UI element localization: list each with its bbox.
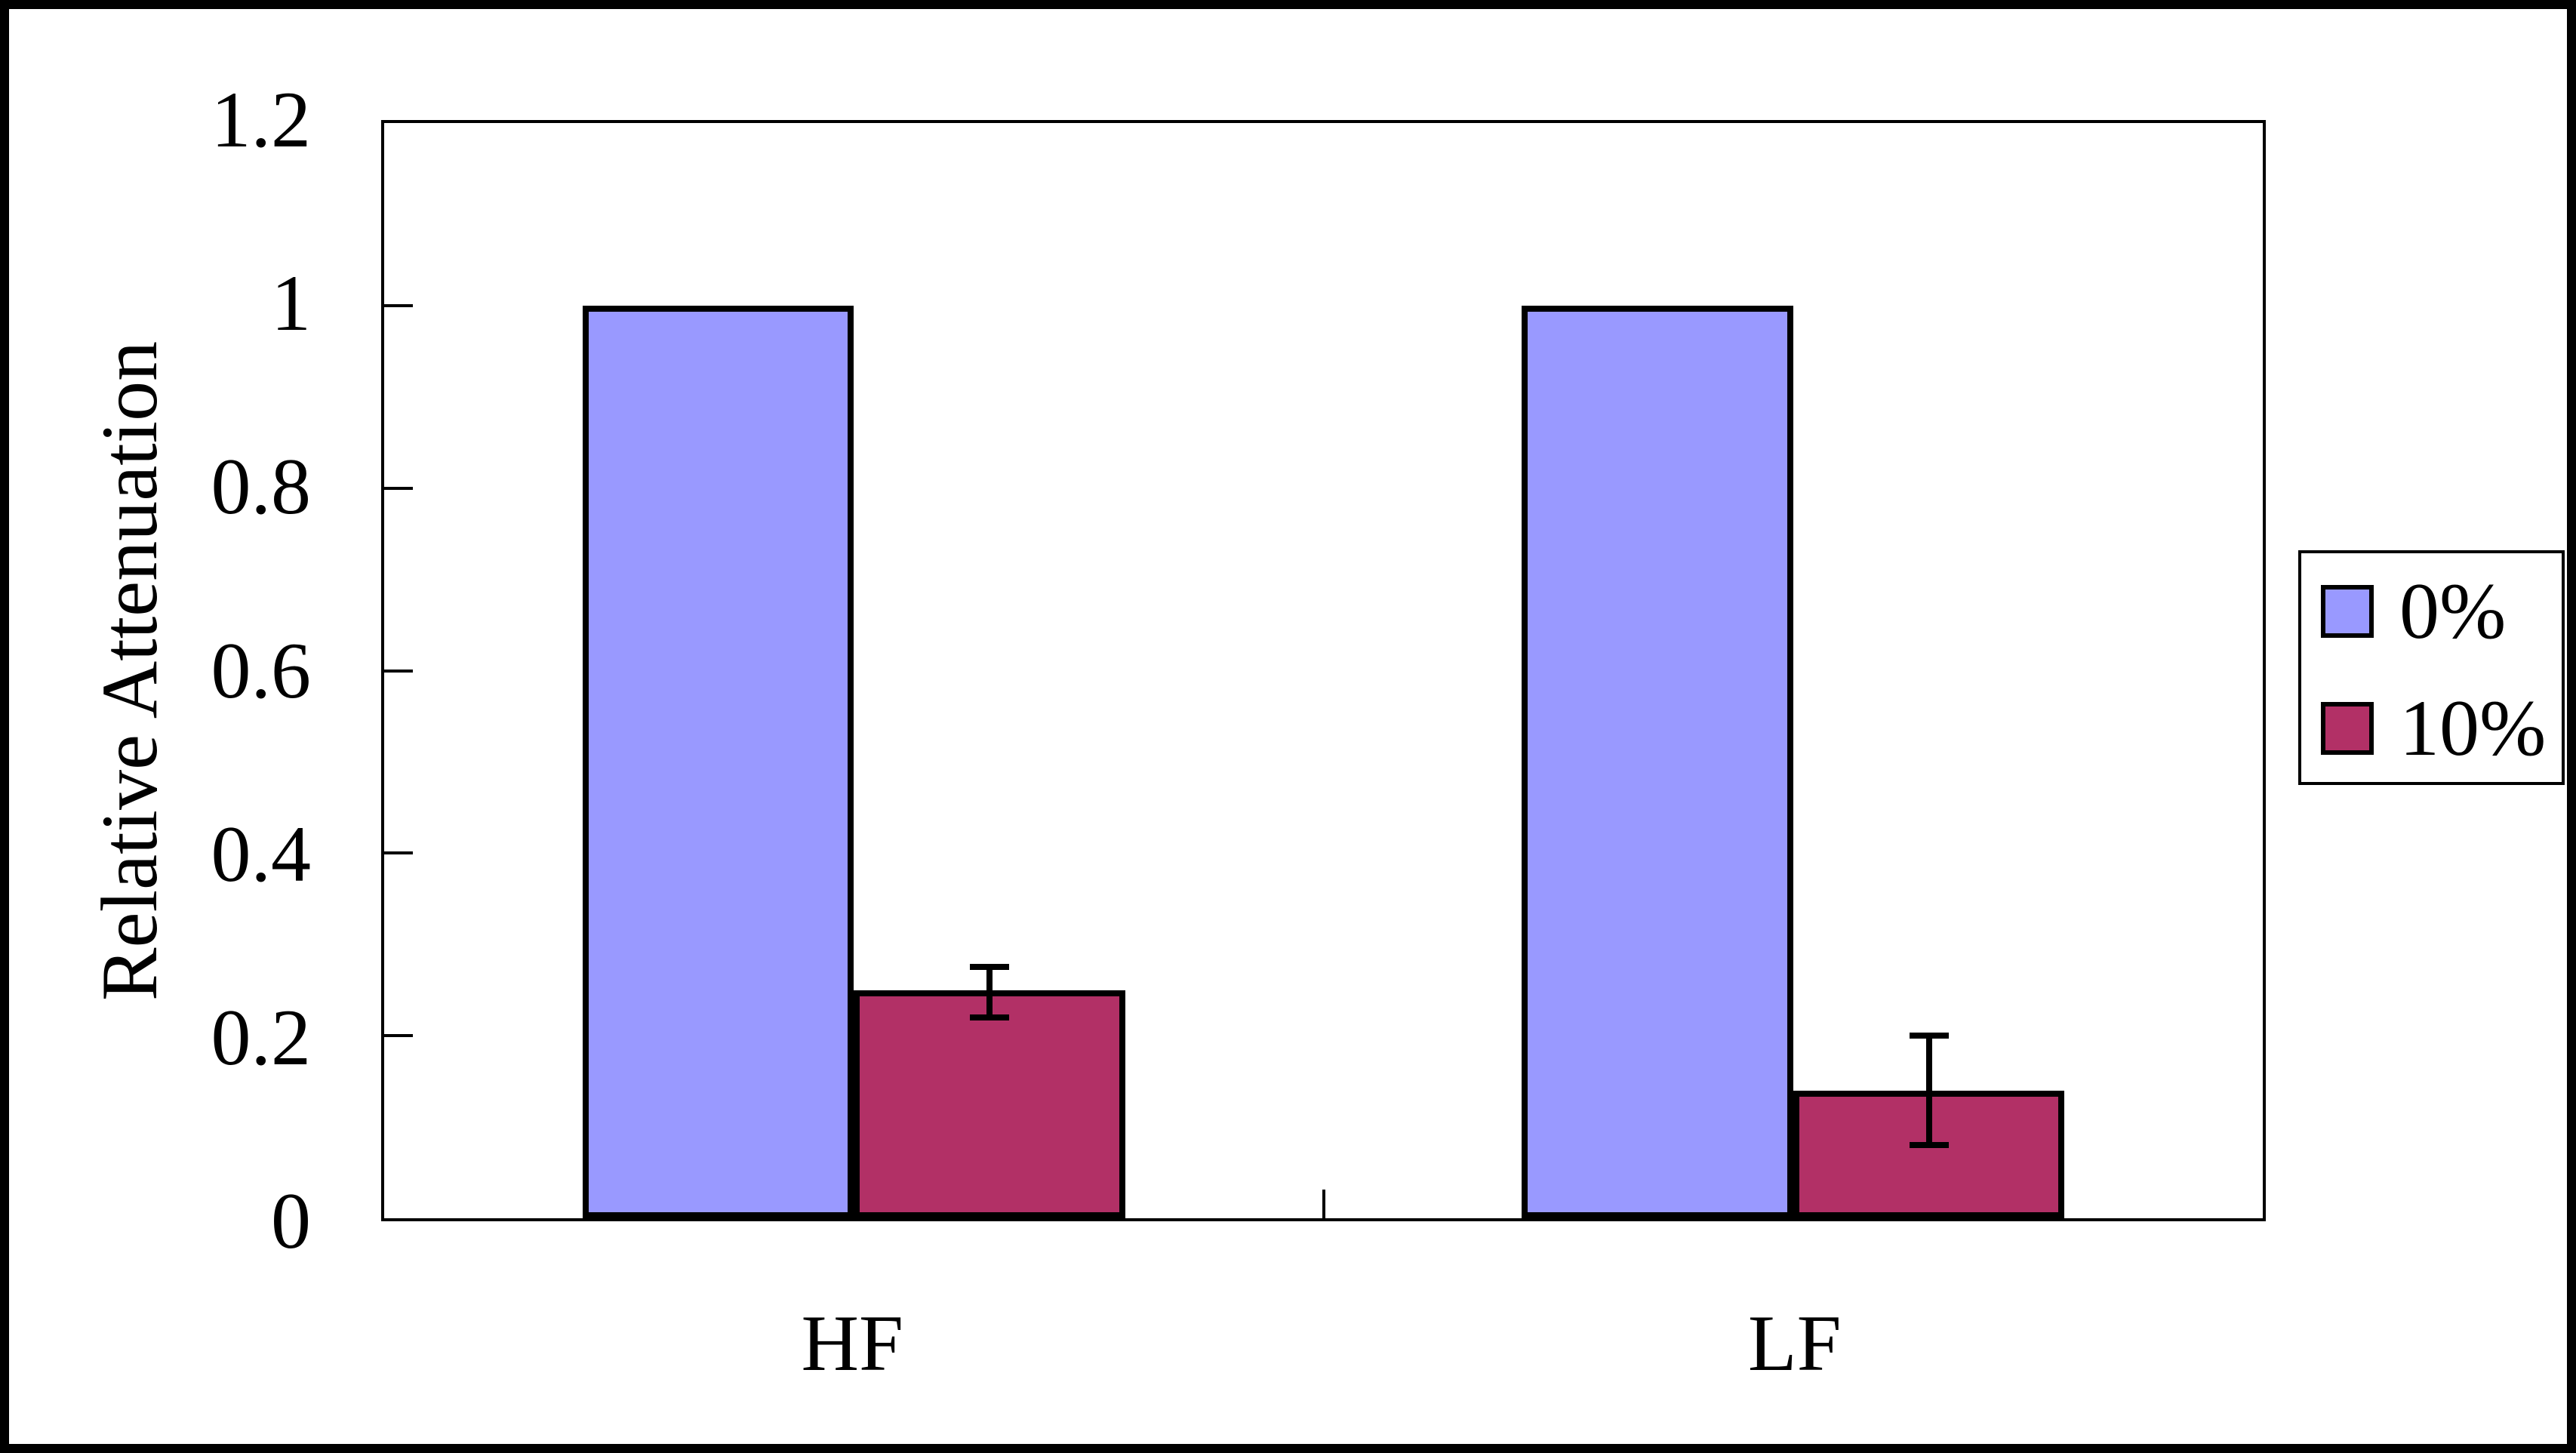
error-bar-line [1925,1036,1932,1146]
legend-label: 0% [2399,567,2507,655]
legend-entry-0%: 0% [2321,571,2506,651]
legend: 0% 10% [2298,550,2565,785]
legend-label: 10% [2399,684,2547,772]
y-axis-tick-labels: 1.2 1 0.8 0.6 0.4 0.2 0 [9,80,312,1261]
bar-0%-LF [1522,305,1793,1218]
x-axis-category-labels: HF LF [381,1304,2266,1402]
y-tick-mark [384,669,413,673]
y-tick-mark [384,303,413,307]
legend-swatch-0% [2321,585,2374,638]
legend-swatch-10% [2321,702,2374,755]
bar-0%-HF [582,305,854,1218]
y-tick-label: 0.6 [211,626,312,715]
y-tick-mark [384,486,413,490]
plot-area [381,120,2266,1221]
error-bar-bottom-cap [1909,1142,1949,1149]
y-tick-label: 1.2 [211,75,312,164]
y-tick-label: 0.4 [211,809,312,898]
y-tick-label: 0 [271,1177,311,1265]
y-tick-mark [384,1034,413,1038]
bar-10%-HF [854,990,1125,1218]
legend-entry-10%: 10% [2321,688,2546,768]
y-tick-label: 1 [271,259,311,348]
y-tick-label: 0.8 [211,442,312,531]
x-category-separator-tick [1322,1190,1325,1218]
error-bar-line [986,967,993,1017]
error-bar-top-cap [1909,1033,1949,1039]
error-bar-bottom-cap [970,1014,1010,1020]
error-bar-top-cap [970,964,1010,971]
x-category-label-HF: HF [801,1299,904,1387]
x-category-label-LF: LF [1747,1299,1842,1387]
y-tick-label: 0.2 [211,993,312,1082]
y-tick-mark [384,851,413,855]
